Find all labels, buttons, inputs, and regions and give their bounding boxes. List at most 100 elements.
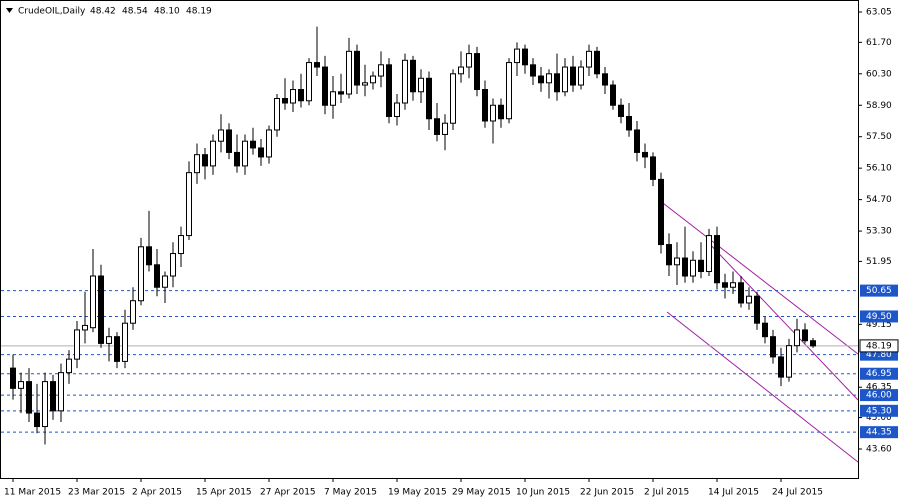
level-label-box (860, 426, 898, 439)
candle-body (458, 66, 464, 75)
candle-body (690, 259, 696, 277)
level-label: 45.30 (866, 406, 892, 416)
x-tick-label: 27 Apr 2015 (260, 488, 316, 498)
header-value: 48.19 (186, 7, 212, 17)
candle-body (314, 62, 320, 68)
candle-body (634, 129, 640, 153)
level-label-box (860, 389, 898, 402)
candle-body (322, 66, 328, 106)
candle-body (210, 140, 216, 167)
candle-body (50, 381, 56, 412)
candle-body (658, 178, 664, 246)
candle-body (786, 345, 792, 378)
candle-body (186, 172, 192, 237)
candle-body (34, 412, 40, 428)
level-label: 50.65 (866, 286, 892, 296)
candle-body (810, 340, 816, 347)
x-tick-label: 29 May 2015 (452, 488, 511, 498)
candle-body (162, 275, 168, 288)
candle-body (674, 257, 680, 266)
trend-line (666, 311, 859, 463)
candle-body (594, 50, 600, 75)
x-tick-label: 19 May 2015 (388, 488, 447, 498)
y-tick-label: 63.05 (866, 8, 892, 18)
candle-body (410, 59, 416, 93)
candle-body (474, 53, 480, 91)
candle-body (114, 336, 120, 362)
x-tick-label: 7 May 2015 (324, 488, 377, 498)
x-tick-label: 11 Mar 2015 (4, 488, 61, 498)
candle-body (178, 235, 184, 255)
candle-body (546, 73, 552, 84)
candle-body (354, 50, 360, 86)
candle-body (90, 275, 96, 329)
x-tick-label: 22 Jun 2015 (580, 488, 634, 498)
header-value: 48.54 (122, 7, 148, 17)
candle-body (650, 156, 656, 180)
header-value: 48.10 (154, 7, 180, 17)
candle-body (346, 50, 352, 95)
candle-body (394, 102, 400, 117)
candle-body (98, 275, 104, 344)
candle-body (498, 104, 504, 120)
level-label: 46.00 (866, 391, 892, 401)
candle-body (730, 282, 736, 288)
level-label: 49.50 (866, 312, 892, 322)
y-tick-label: 56.10 (866, 164, 892, 174)
candle-body (386, 64, 392, 117)
candle-body (10, 367, 16, 389)
candle-body (250, 140, 256, 149)
candle-body (490, 104, 496, 122)
candle-body (466, 53, 472, 68)
candle-body (746, 295, 752, 304)
plot-border (0, 0, 859, 479)
candle-body (18, 381, 24, 389)
trend-line (705, 239, 859, 401)
candle-body (714, 235, 720, 284)
candle-body (202, 154, 208, 167)
candle-body (266, 129, 272, 158)
candle-body (282, 98, 288, 104)
candle-body (706, 235, 712, 273)
candle-body (538, 75, 544, 84)
last-price-box (859, 339, 899, 353)
candle-body (242, 140, 248, 167)
trend-line (658, 199, 859, 355)
y-tick-label: 61.70 (866, 38, 892, 48)
candle-body (434, 118, 440, 135)
candle-body (274, 98, 280, 131)
candle-body (522, 48, 528, 66)
x-tick-label: 24 Jul 2015 (772, 488, 823, 498)
candle-body (306, 62, 312, 102)
candle-body (418, 77, 424, 93)
last-price-label: 48.19 (866, 341, 892, 351)
candle-body (138, 246, 144, 302)
candle-body (58, 372, 64, 412)
candle-body (570, 66, 576, 86)
candle-body (402, 59, 408, 104)
candle-body (258, 147, 264, 158)
level-label-box (860, 310, 898, 323)
candle-body (194, 154, 200, 174)
level-label-box (860, 367, 898, 380)
candle-body (626, 115, 632, 131)
candle-body (482, 89, 488, 122)
candle-body (362, 82, 368, 86)
candle-body (794, 329, 800, 347)
candle-body (554, 73, 560, 93)
y-tick-label: 43.60 (866, 445, 892, 455)
candle-body (74, 329, 80, 360)
candle-body (770, 336, 776, 358)
candle-body (602, 73, 608, 86)
candle-body (514, 48, 520, 64)
candle-body (618, 104, 624, 117)
candle-body (586, 50, 592, 68)
level-label: 47.80 (866, 350, 892, 360)
y-tick-label: 57.50 (866, 132, 892, 142)
y-tick-label: 54.70 (866, 195, 892, 205)
candle-body (754, 295, 760, 324)
candle-body (426, 77, 432, 120)
candle-body (682, 257, 688, 277)
candle-body (642, 151, 648, 158)
